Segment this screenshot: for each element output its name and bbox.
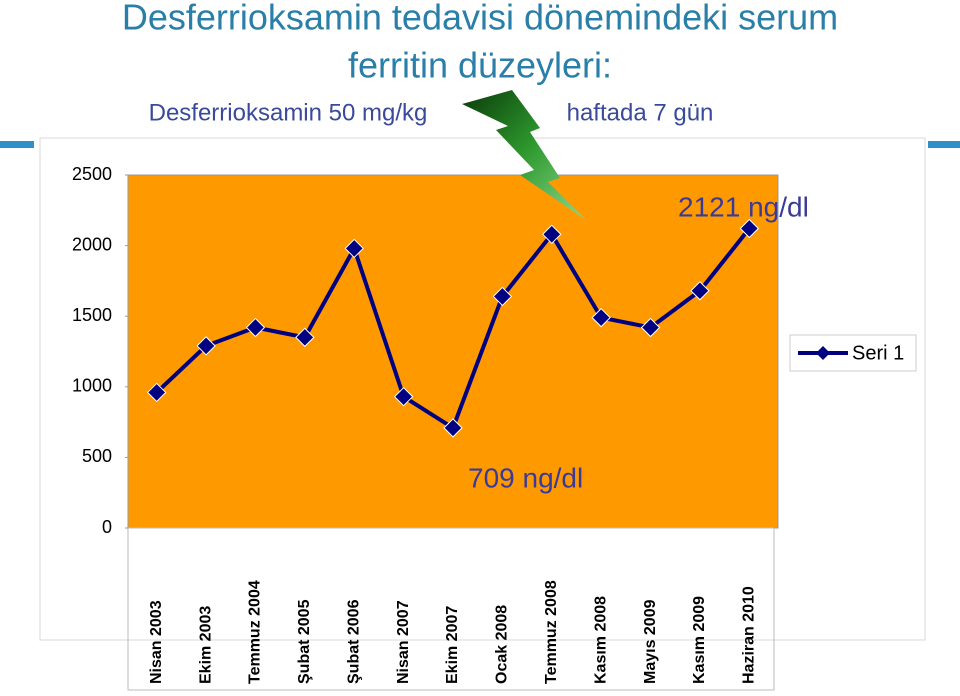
annotation: 709 ng/dl bbox=[468, 462, 583, 493]
data-point bbox=[690, 281, 710, 301]
chart-title: ferritin düzeyleri: bbox=[348, 45, 612, 86]
legend-marker bbox=[816, 346, 830, 360]
subtitle: haftada 7 gün bbox=[567, 99, 714, 126]
x-tick-label: Kasım 2008 bbox=[592, 596, 609, 684]
x-tick-label: Şubat 2005 bbox=[296, 599, 313, 684]
x-tick-label: Kasım 2009 bbox=[691, 596, 708, 684]
y-tick-label: 500 bbox=[82, 446, 112, 466]
lightning-icon bbox=[462, 90, 586, 220]
chart-title: Desferrioksamin tedavisi dönemindeki ser… bbox=[122, 0, 838, 38]
x-tick-label: Ekim 2003 bbox=[197, 606, 214, 684]
y-tick-label: 2500 bbox=[72, 164, 112, 184]
slide-bar bbox=[928, 141, 960, 148]
x-tick-label: Ocak 2008 bbox=[494, 605, 511, 684]
x-tick-label: Temmuz 2008 bbox=[543, 580, 560, 684]
data-point bbox=[640, 317, 661, 338]
y-tick-label: 1000 bbox=[72, 376, 112, 396]
data-point bbox=[146, 382, 167, 403]
plot-area bbox=[127, 174, 779, 529]
x-tick-label: Ekim 2007 bbox=[444, 606, 461, 684]
subtitle: Desferrioksamin 50 mg/kg bbox=[149, 99, 428, 126]
annotation: 2121 ng/dl bbox=[678, 191, 809, 222]
data-point bbox=[739, 218, 760, 239]
data-point bbox=[542, 224, 562, 245]
data-point bbox=[344, 238, 364, 259]
x-label-box bbox=[127, 527, 775, 691]
x-tick-label: Nisan 2003 bbox=[148, 600, 165, 684]
data-point bbox=[591, 307, 611, 328]
x-tick-label: Mayıs 2009 bbox=[642, 599, 659, 684]
data-point bbox=[295, 327, 315, 348]
data-point bbox=[443, 418, 463, 438]
x-tick-label: Şubat 2006 bbox=[345, 599, 362, 684]
slide-bar bbox=[0, 141, 34, 148]
x-tick-label: Nisan 2007 bbox=[395, 600, 412, 684]
data-point bbox=[492, 286, 513, 307]
data-point bbox=[196, 336, 216, 356]
y-tick-label: 1500 bbox=[72, 305, 112, 325]
data-point bbox=[245, 317, 266, 338]
y-tick-label: 0 bbox=[102, 517, 112, 537]
x-tick-label: Haziran 2010 bbox=[741, 586, 758, 684]
y-tick-label: 2000 bbox=[72, 234, 112, 254]
data-point bbox=[393, 386, 414, 407]
legend-label: Seri 1 bbox=[852, 342, 904, 364]
x-tick-label: Temmuz 2004 bbox=[247, 580, 264, 684]
